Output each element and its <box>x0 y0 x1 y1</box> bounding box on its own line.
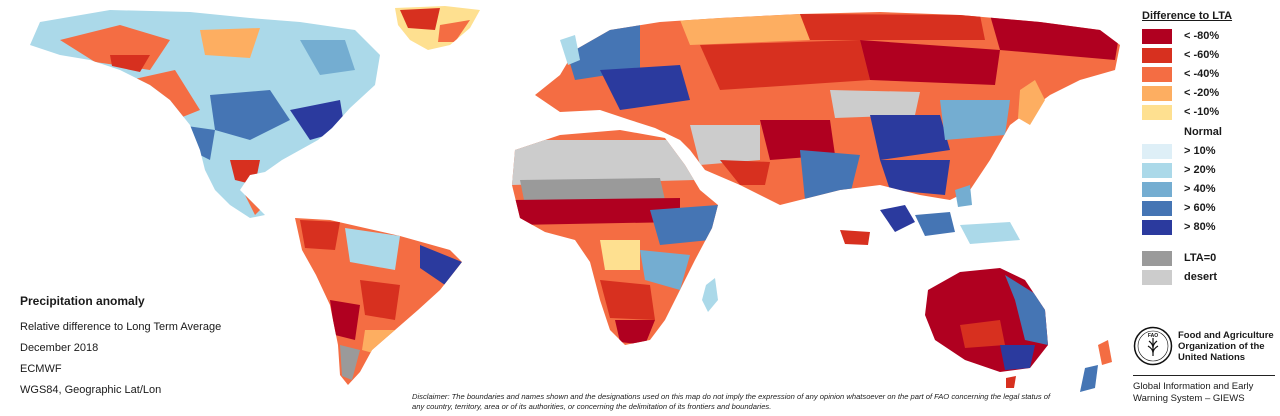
legend-other-label: desert <box>1184 271 1218 283</box>
legend: Difference to LTA < -80% < -60% < -40% < -2… <box>1142 10 1272 287</box>
landmass-north-america <box>30 10 380 218</box>
landmass-eurasia <box>535 12 1120 205</box>
fao-block: FAO Food and Agriculture Organization of… <box>1133 326 1275 405</box>
landmass-new-zealand <box>1080 340 1112 392</box>
map-data-source: ECMWF <box>20 363 62 375</box>
legend-other-swatch <box>1142 269 1172 285</box>
legend-title: Difference to LTA <box>1142 10 1233 22</box>
legend-dry-row: < -60% <box>1142 46 1272 64</box>
legend-wet-swatch <box>1142 200 1172 216</box>
legend-wet-label: > 40% <box>1184 183 1216 195</box>
legend-dry-swatch <box>1142 28 1172 44</box>
legend-wet-row: > 80% <box>1142 218 1272 236</box>
legend-dry-row: < -10% <box>1142 103 1272 121</box>
map-subtitle: Relative difference to Long Term Average <box>20 321 222 333</box>
precipitation-anomaly-map <box>30 6 1120 392</box>
legend-other-group: LTA=0 desert <box>1142 249 1272 286</box>
legend-other-row: desert <box>1142 268 1272 286</box>
legend-dry-label: < -20% <box>1184 87 1220 99</box>
legend-dry-label: < -60% <box>1184 49 1220 61</box>
legend-dry-swatch <box>1142 66 1172 82</box>
legend-wet-label: > 20% <box>1184 164 1216 176</box>
disclaimer-text: Disclaimer: The boundaries and names sho… <box>412 392 1051 411</box>
legend-dry-label: < -40% <box>1184 68 1220 80</box>
legend-dry-row: < -40% <box>1142 65 1272 83</box>
svg-text:FAO: FAO <box>1148 333 1158 339</box>
legend-dry-row: < -80% <box>1142 27 1272 45</box>
legend-dry-label: < -10% <box>1184 106 1220 118</box>
legend-wet-label: > 60% <box>1184 202 1216 214</box>
landmass-australia <box>925 268 1048 388</box>
legend-wet-label: > 10% <box>1184 145 1216 157</box>
legend-other-row: LTA=0 <box>1142 249 1272 267</box>
map-info-block: Precipitation anomaly Relative differenc… <box>20 294 320 405</box>
giews-name: Global Information and Early Warning Sys… <box>1133 381 1254 404</box>
fao-logo-icon: FAO <box>1133 326 1173 366</box>
legend-wet-group: > 10% > 20% > 40% > 60% > 80% <box>1142 142 1272 236</box>
fao-divider <box>1133 375 1275 376</box>
legend-wet-swatch <box>1142 219 1172 235</box>
legend-dry-label: < -80% <box>1184 30 1220 42</box>
legend-wet-swatch <box>1142 162 1172 178</box>
legend-other-label: LTA=0 <box>1184 252 1217 264</box>
legend-dry-swatch <box>1142 104 1172 120</box>
landmass-africa <box>512 130 718 345</box>
legend-other-swatch <box>1142 250 1172 266</box>
legend-wet-swatch <box>1142 181 1172 197</box>
landmass-greenland <box>395 6 480 50</box>
map-projection: WGS84, Geographic Lat/Lon <box>20 384 162 396</box>
landmass-maritime-southeast-asia <box>840 185 1020 245</box>
map-period: December 2018 <box>20 342 99 354</box>
map-title: Precipitation anomaly <box>20 294 145 308</box>
legend-wet-label: > 80% <box>1184 221 1216 233</box>
legend-wet-row: > 60% <box>1142 199 1272 217</box>
legend-wet-row: > 10% <box>1142 142 1272 160</box>
legend-dry-swatch <box>1142 47 1172 63</box>
legend-wet-row: > 20% <box>1142 161 1272 179</box>
fao-organization-name: Food and Agriculture Organization of the… <box>1178 329 1274 363</box>
legend-dry-row: < -20% <box>1142 84 1272 102</box>
landmass-south-america <box>295 218 462 385</box>
legend-dry-group: < -80% < -60% < -40% < -20% < -10% <box>1142 27 1272 121</box>
legend-wet-swatch <box>1142 143 1172 159</box>
legend-dry-swatch <box>1142 85 1172 101</box>
legend-wet-row: > 40% <box>1142 180 1272 198</box>
legend-normal-label: Normal <box>1184 126 1222 138</box>
